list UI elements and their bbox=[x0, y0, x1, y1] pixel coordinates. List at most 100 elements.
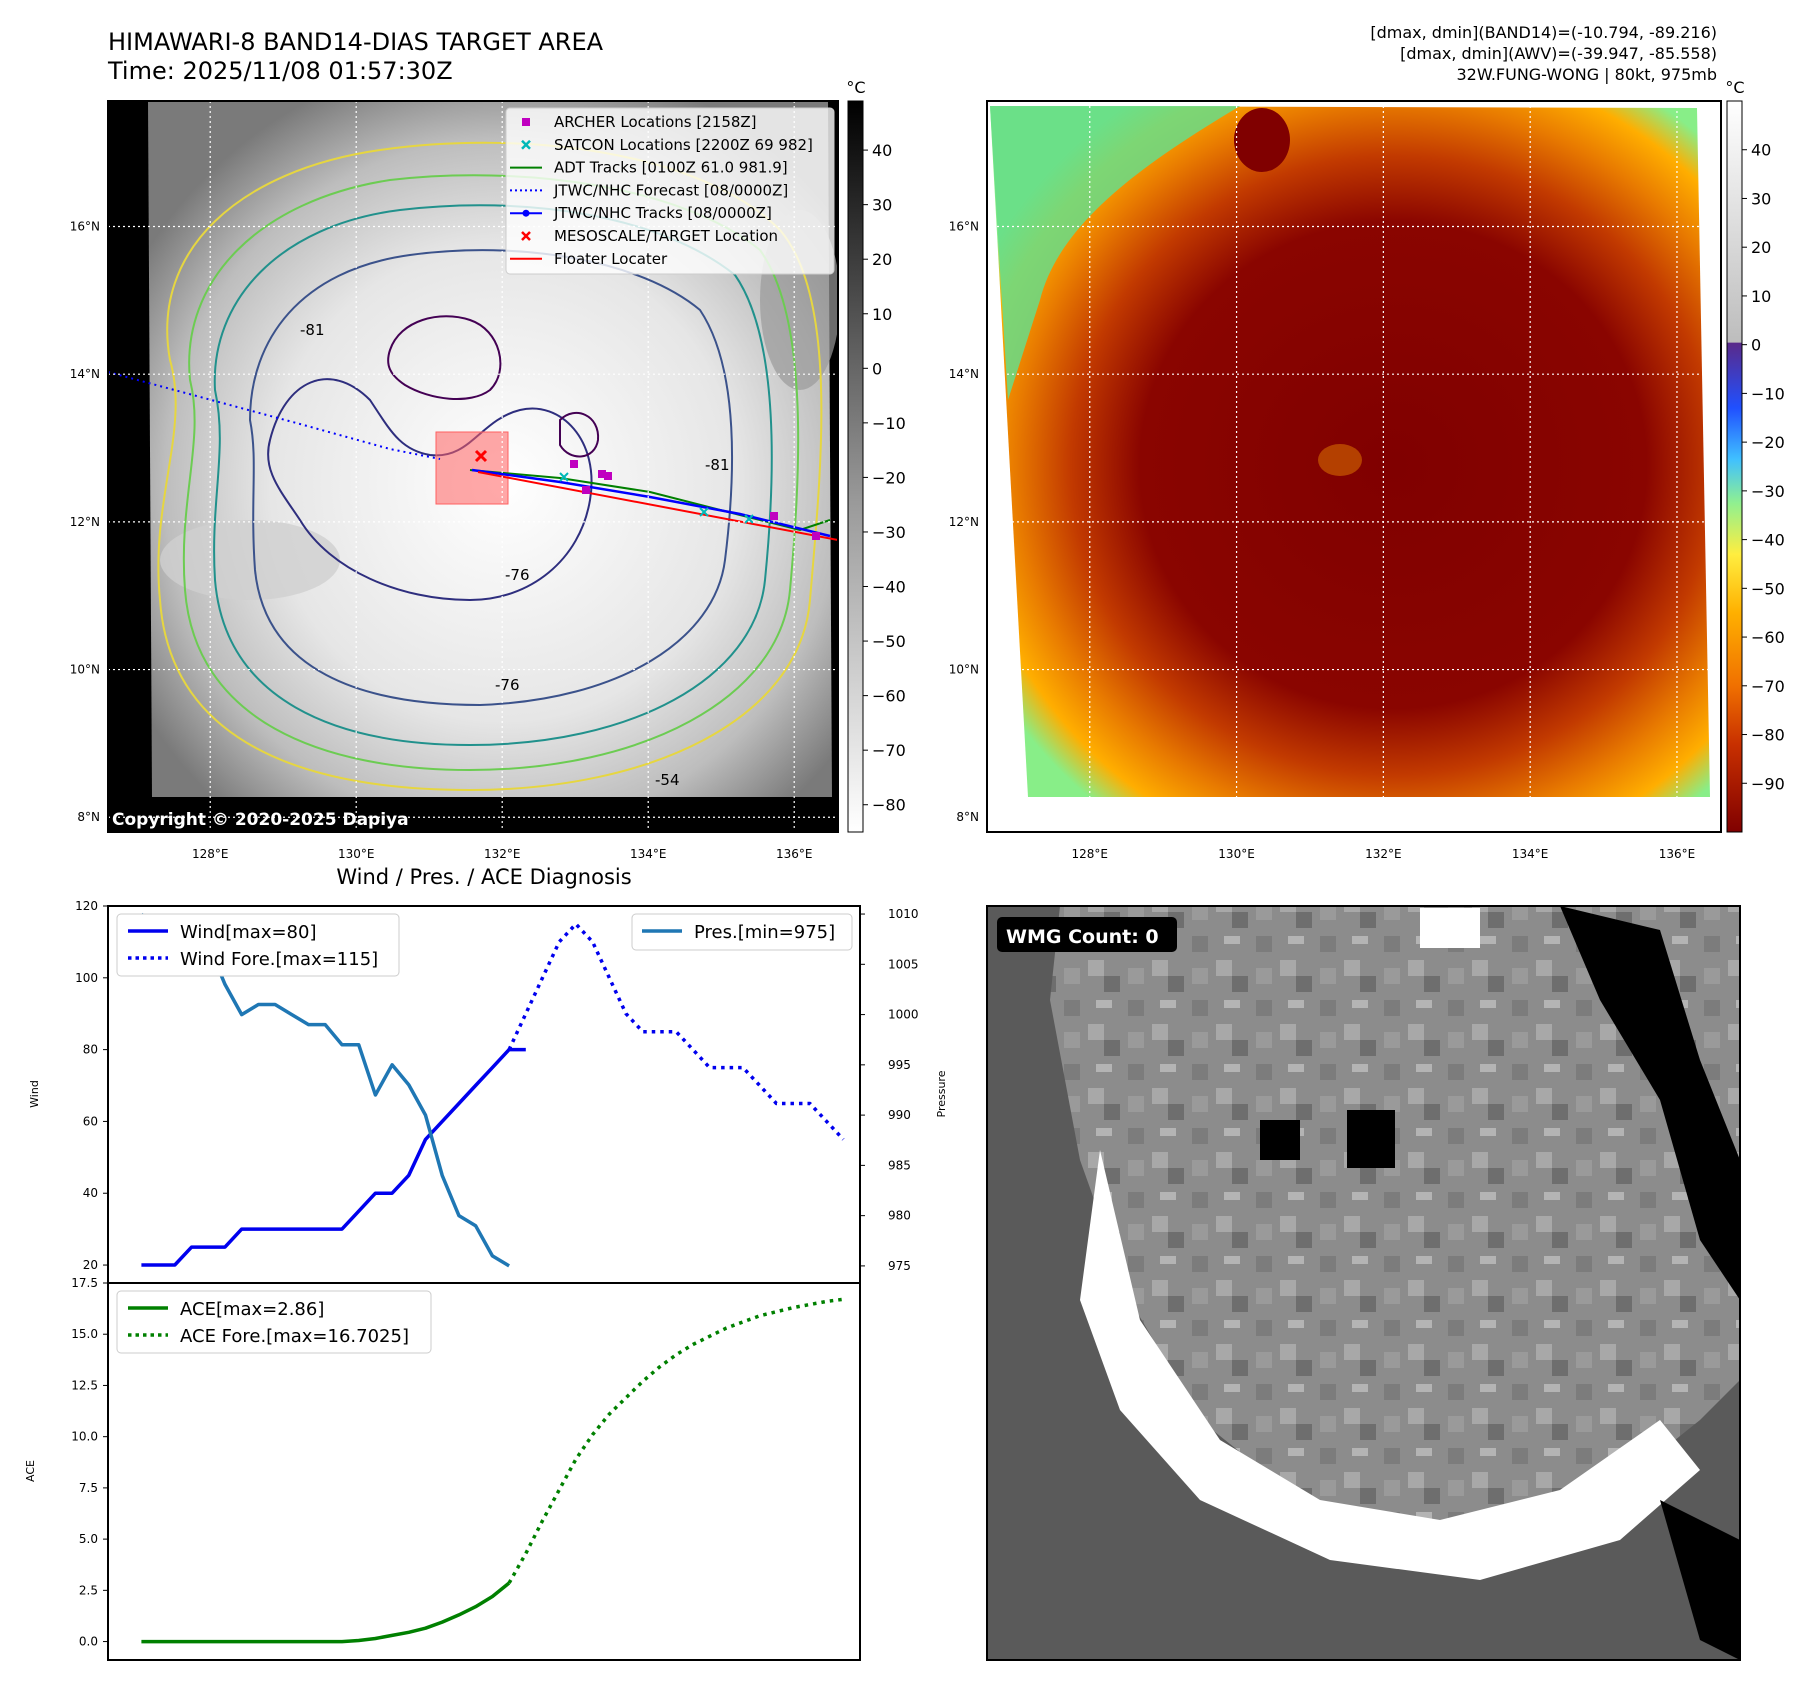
mesoscale-marker bbox=[474, 449, 488, 463]
wind-pressure-chart: 20 40 60 80 100 120 975 980 985 990 995 1000 1005 10… bbox=[28, 899, 948, 1284]
colorbar-tick-label: 0 bbox=[872, 359, 882, 378]
lon-tick-label: 136°E bbox=[776, 847, 813, 861]
legend-label: JTWC/NHC Forecast [08/0000Z] bbox=[553, 181, 788, 199]
lon-tick-label: 130°E bbox=[338, 847, 375, 861]
wmg-count-badge bbox=[997, 917, 1177, 952]
pressure-legend-label: Pres.[min=975] bbox=[694, 922, 835, 943]
gray-colorbar-unit: °C bbox=[846, 78, 865, 97]
lon-tick-label: 132°E bbox=[1365, 847, 1402, 861]
contour-label: -76 bbox=[495, 676, 520, 694]
lon-tick-label: 130°E bbox=[1218, 847, 1255, 861]
pressure-legend: Pres.[min=975] bbox=[631, 913, 853, 951]
wmg-black-band bbox=[1560, 906, 1740, 1300]
info-line1: [dmax, dmin](BAND14)=(-10.794, -89.216) bbox=[1370, 23, 1717, 42]
wmg-black-corner bbox=[1660, 1500, 1740, 1660]
wind-legend: Wind[max=80] Wind Fore.[max=115] bbox=[116, 913, 400, 977]
pressure-axis-label: Pressure bbox=[935, 1070, 948, 1117]
y-right-tick-label: 980 bbox=[888, 1209, 911, 1223]
temperature-contours bbox=[157, 141, 823, 792]
lat-tick-label: 8°N bbox=[77, 810, 100, 824]
legend-label: Floater Locater bbox=[554, 250, 668, 268]
lat-tick-label: 16°N bbox=[70, 220, 100, 234]
colorbar-tick-label: −60 bbox=[872, 687, 906, 706]
lat-tick-label: 12°N bbox=[70, 515, 100, 529]
map-title-line2: Time: 2025/11/08 01:57:30Z bbox=[107, 57, 453, 85]
archer-markers bbox=[570, 460, 820, 540]
lat-tick-label: 8°N bbox=[956, 810, 979, 824]
legend-label: SATCON Locations [2200Z 69 982] bbox=[554, 136, 813, 154]
y-right-tick-label: 1000 bbox=[888, 1008, 919, 1022]
contour-label: -81 bbox=[705, 456, 730, 474]
gray-colorbar-bar bbox=[847, 100, 864, 833]
map1-frame bbox=[107, 100, 839, 833]
colorbar-tick-label: −40 bbox=[872, 578, 906, 597]
y-right-tick-label: 975 bbox=[888, 1259, 911, 1273]
map1-axis-labels: 16°N 14°N 12°N 10°N 8°N 128°E 130°E 132°E 134°E 1… bbox=[70, 220, 813, 861]
map2-gridlines bbox=[987, 101, 1721, 832]
colorbar-tick-label: −10 bbox=[872, 414, 906, 433]
y-tick-label: 15.0 bbox=[71, 1327, 98, 1341]
colorbar-tick-label: −70 bbox=[1751, 677, 1785, 696]
lat-tick-label: 16°N bbox=[949, 220, 979, 234]
y-tick-label: 80 bbox=[83, 1043, 98, 1057]
color-ir-cell bbox=[1234, 108, 1290, 172]
wmg-frame bbox=[986, 905, 1741, 1661]
legend-label: ARCHER Locations [2158Z] bbox=[554, 113, 757, 131]
map2-frame bbox=[986, 100, 1722, 833]
wmg-white-block bbox=[1420, 908, 1480, 948]
lon-tick-label: 132°E bbox=[484, 847, 521, 861]
lat-tick-label: 14°N bbox=[949, 367, 979, 381]
colorbar-tick-label: 40 bbox=[872, 141, 892, 160]
contour-label: -81 bbox=[300, 321, 325, 339]
wind-legend-box bbox=[116, 913, 400, 977]
legend-marker bbox=[522, 209, 530, 217]
y-tick-label: 60 bbox=[83, 1114, 98, 1128]
y-tick-label: 7.5 bbox=[79, 1481, 98, 1495]
wind-forecast-legend-label: Wind Fore.[max=115] bbox=[180, 949, 378, 970]
wind-axis-label: Wind bbox=[28, 1080, 41, 1108]
wmg-black-block bbox=[1347, 1110, 1395, 1168]
color-colorbar-bar bbox=[1726, 100, 1743, 833]
y-tick-label: 100 bbox=[75, 971, 98, 985]
copyright: Copyright © 2020-2025 Dapiya bbox=[112, 810, 409, 830]
legend-label: JTWC/NHC Tracks [08/0000Z] bbox=[553, 204, 772, 222]
y-tick-label: 0.0 bbox=[79, 1635, 98, 1649]
colorbar-tick-label: −30 bbox=[872, 523, 906, 542]
y-tick-label: 120 bbox=[75, 899, 98, 913]
lat-tick-label: 10°N bbox=[949, 663, 979, 677]
map2-axis-labels: 16°N 14°N 12°N 10°N 8°N 128°E 130°E 132°E 134°E 1… bbox=[949, 220, 1695, 861]
colorbar-tick-label: −40 bbox=[1751, 531, 1785, 550]
colorbar-tick-label: −70 bbox=[872, 741, 906, 760]
ace-legend-box bbox=[116, 1290, 432, 1354]
color-ir-eye bbox=[1318, 444, 1362, 476]
ir-colorbar: °C 40 30 20 10 0 −10 −20 −30 −40 −50 −60 −70 −80 bbox=[846, 78, 906, 833]
colorbar-tick-label: −80 bbox=[872, 796, 906, 815]
y-tick-label: 5.0 bbox=[79, 1532, 98, 1546]
diagnosis-title: Wind / Pres. / ACE Diagnosis bbox=[336, 865, 631, 889]
y-tick-label: 40 bbox=[83, 1186, 98, 1200]
colorbar-tick-label: 30 bbox=[1751, 189, 1771, 208]
lon-tick-label: 134°E bbox=[1512, 847, 1549, 861]
colorbar-tick-label: 30 bbox=[872, 196, 892, 215]
colorbar-tick-label: −10 bbox=[1751, 384, 1785, 403]
legend-marker bbox=[521, 231, 531, 241]
wmg-count-label: WMG Count: 0 bbox=[1006, 926, 1159, 948]
colorbar-tick-label: 20 bbox=[1751, 238, 1771, 257]
legend-marker bbox=[522, 118, 530, 126]
lon-tick-label: 128°E bbox=[1072, 847, 1109, 861]
satcon-markers bbox=[559, 472, 754, 524]
ir-cloud-band bbox=[160, 520, 340, 600]
wmg-black-block bbox=[1260, 1120, 1300, 1160]
floater-locater bbox=[477, 471, 838, 541]
legend-label: ADT Tracks [0100Z 61.0 981.9] bbox=[554, 159, 788, 177]
wmg-panel: WMG Count: 0 bbox=[986, 905, 1741, 1661]
ace-legend: ACE[max=2.86] ACE Fore.[max=16.7025] bbox=[116, 1290, 432, 1354]
colorbar-tick-label: −20 bbox=[1751, 433, 1785, 452]
y-tick-label: 2.5 bbox=[79, 1583, 98, 1597]
colorbar-tick-label: 10 bbox=[1751, 287, 1771, 306]
y-tick-label: 20 bbox=[83, 1258, 98, 1272]
y-tick-label: 12.5 bbox=[71, 1378, 98, 1392]
color-colorbar: °C 40 30 20 10 0 −10 −20 −30 −40 −50 −60 −70 −80 −90 bbox=[1725, 78, 1785, 833]
ace-chart: 0.0 2.5 5.0 7.5 10.0 12.5 15.0 17.5 ACE ACE[max… bbox=[24, 1276, 861, 1661]
legend-box bbox=[505, 107, 835, 275]
